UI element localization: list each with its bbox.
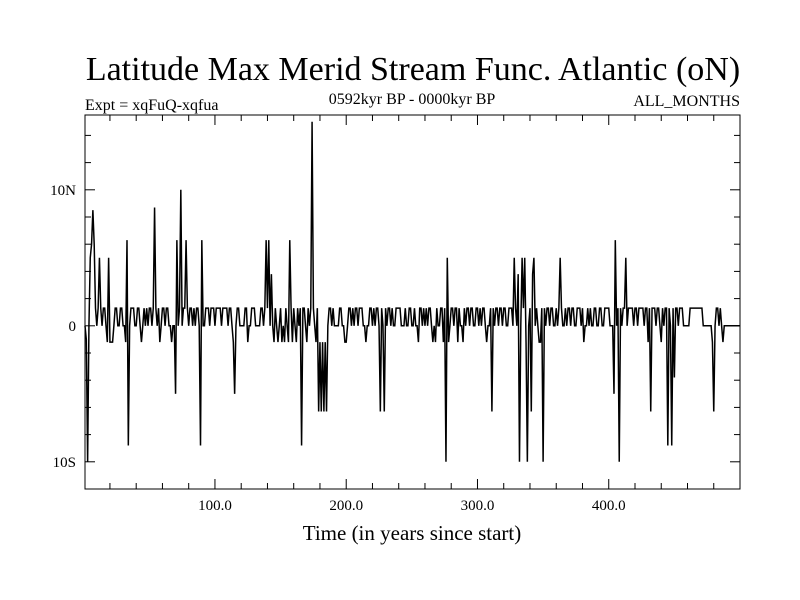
axis-ticks: [85, 115, 740, 490]
y-tick-label: 10S: [53, 455, 76, 471]
season-label: ALL_MONTHS: [633, 93, 740, 110]
plot-frame: [84, 114, 741, 490]
x-axis-label: Time (in years since start): [303, 521, 522, 545]
axis-tick-labels: 100.0 200.0 300.0 400.0 10N 0 10S: [50, 183, 625, 514]
y-tick-label: 0: [69, 319, 77, 335]
x-tick-label: 200.0: [329, 498, 363, 514]
y-tick-label: 10N: [50, 183, 76, 199]
period-label: 0592kyr BP - 0000kyr BP: [329, 91, 496, 108]
series-line: [84, 121, 740, 462]
x-tick-label: 100.0: [198, 498, 232, 514]
x-tick-label: 300.0: [461, 498, 495, 514]
x-tick-label: 400.0: [592, 498, 626, 514]
chart-title: Latitude Max Merid Stream Func. Atlantic…: [86, 51, 740, 88]
experiment-label: Expt = xqFuQ-xqfua: [85, 97, 218, 114]
